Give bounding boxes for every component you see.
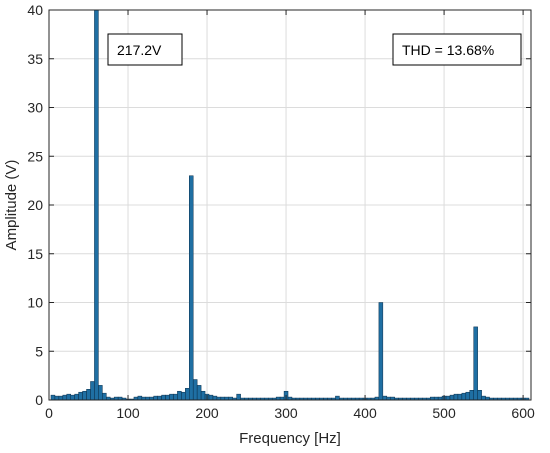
x-tick-label: 400 — [353, 405, 377, 421]
y-tick-label: 30 — [27, 100, 43, 116]
spectrum-bar — [382, 395, 388, 401]
spectrum-bar — [58, 395, 64, 401]
spectrum-bar — [185, 388, 190, 401]
spectrum-bar — [66, 393, 71, 401]
spectrum-bar — [137, 395, 143, 401]
x-tick-label: 200 — [195, 405, 219, 421]
y-tick-label: 0 — [35, 392, 43, 408]
spectrum-bar — [74, 393, 79, 401]
y-tick-label: 35 — [27, 51, 43, 67]
spectrum-bar — [62, 394, 68, 401]
spectrum-bar — [50, 394, 56, 401]
spectrum-bar — [153, 395, 158, 401]
spectrum-bar — [212, 395, 218, 401]
y-axis-title: Amplitude (V) — [3, 160, 20, 251]
axis-ticks: 0 100 200 300 400 500 600 0 5 10 15 20 25 30 35 40 — [27, 2, 535, 421]
spectrum-bar — [461, 392, 467, 401]
bar-series — [50, 9, 530, 401]
spectrum-bar — [469, 390, 474, 401]
spectrum-bar — [473, 326, 478, 401]
spectrum-bar — [236, 393, 241, 401]
spectrum-bar — [90, 381, 95, 401]
spectrum-bar — [335, 395, 340, 401]
spectrum-bar — [86, 389, 91, 401]
spectrum-bar — [82, 390, 87, 401]
spectrum-bar — [196, 385, 202, 401]
spectrum-bar — [94, 9, 99, 401]
spectrum-bar — [54, 395, 60, 401]
spectrum-bar — [481, 395, 486, 401]
annotation-fundamental: 217.2V — [107, 33, 183, 66]
spectrum-bar — [445, 395, 451, 401]
annotation-fundamental-text: 217.2V — [117, 42, 162, 58]
spectrum-bar — [189, 175, 194, 401]
spectrum-bar — [157, 395, 162, 401]
spectrum-bar — [181, 391, 186, 401]
annotation-thd-box — [392, 33, 522, 66]
spectrum-bar — [177, 390, 182, 401]
spectrum-bar — [102, 392, 107, 401]
y-tick-label: 15 — [27, 246, 43, 262]
annotation-thd-text: THD = 13.68% — [402, 42, 494, 58]
spectrum-bar — [165, 394, 170, 401]
y-tick-label: 40 — [27, 2, 43, 18]
spectrum-bar — [78, 391, 83, 401]
x-tick-label: 300 — [274, 405, 298, 421]
spectrum-bar — [200, 390, 206, 401]
y-tick-label: 20 — [27, 197, 43, 213]
y-tick-label: 5 — [35, 343, 43, 359]
x-tick-label: 0 — [45, 405, 53, 421]
spectrum-bar — [70, 394, 75, 401]
spectrum-bar — [449, 394, 455, 401]
annotation-thd: THD = 13.68% — [392, 33, 522, 66]
spectrum-bar — [453, 393, 459, 401]
x-tick-label: 100 — [116, 405, 140, 421]
spectrum-bar — [173, 393, 178, 401]
y-tick-label: 10 — [27, 295, 43, 311]
spectrum-bar — [477, 390, 482, 401]
spectrum-bar — [169, 393, 174, 401]
grid-lines — [49, 10, 531, 400]
y-tick-label: 25 — [27, 148, 43, 164]
spectrum-bar — [98, 385, 103, 401]
spectrum-bar — [208, 394, 214, 401]
x-tick-label: 600 — [511, 405, 535, 421]
x-tick-label: 500 — [432, 405, 456, 421]
spectrum-bar — [457, 393, 463, 401]
spectrum-bar — [161, 394, 166, 401]
spectrum-bar — [465, 391, 471, 401]
spectrum-bar — [192, 379, 198, 401]
spectrum-bar — [378, 302, 384, 401]
x-axis-title: Frequency [Hz] — [239, 430, 341, 447]
annotation-fundamental-box — [107, 33, 183, 66]
